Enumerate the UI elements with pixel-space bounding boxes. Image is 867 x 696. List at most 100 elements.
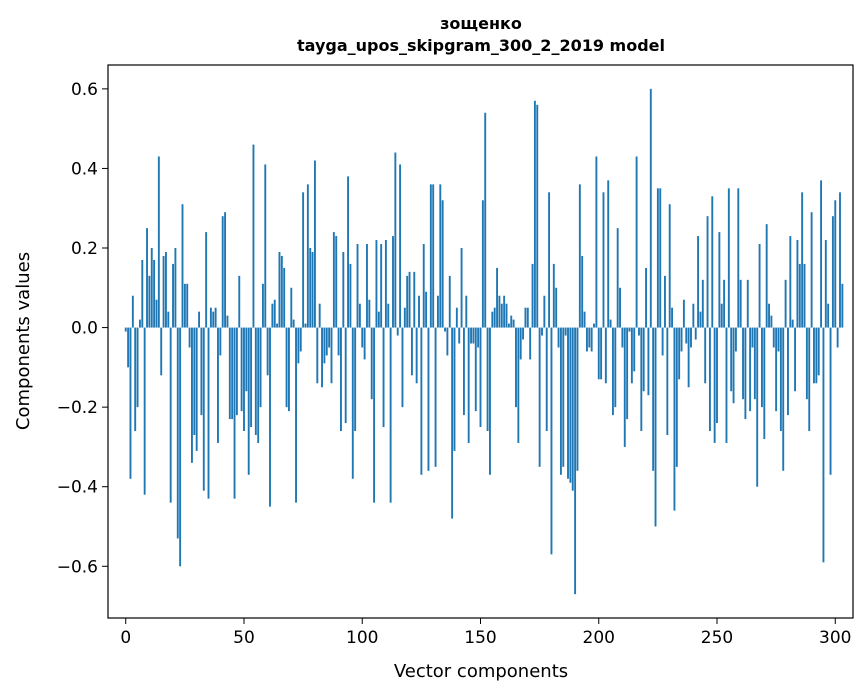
bar — [824, 240, 827, 328]
bar — [718, 232, 721, 328]
bar — [834, 200, 837, 328]
bar — [612, 327, 614, 416]
x-tick-label: 300 — [819, 628, 851, 648]
bar — [278, 251, 281, 328]
bar — [500, 303, 503, 328]
bar — [193, 327, 196, 435]
bar — [160, 327, 163, 376]
bar — [238, 275, 241, 328]
bar — [685, 327, 688, 344]
bar — [827, 303, 830, 328]
bar — [302, 192, 305, 328]
bar — [273, 299, 276, 328]
bar — [195, 327, 198, 451]
bar — [304, 323, 307, 328]
bar — [167, 311, 170, 328]
bar — [640, 327, 643, 432]
bar — [737, 188, 740, 328]
bar — [552, 263, 555, 328]
x-axis-label: Vector components — [394, 661, 568, 682]
y-tick-label: −0.6 — [57, 557, 98, 577]
bar — [555, 287, 558, 328]
bar — [174, 248, 177, 328]
bar — [725, 327, 728, 443]
bar — [559, 327, 562, 475]
bar — [619, 287, 621, 328]
bar — [276, 323, 279, 328]
chart-subtitle: tayga_upos_skipgram_300_2_2019 model — [297, 36, 665, 55]
bar — [489, 327, 491, 475]
bar — [630, 327, 633, 384]
bar — [209, 307, 212, 328]
bar — [529, 327, 532, 360]
bar — [217, 327, 219, 443]
bar — [245, 327, 248, 392]
bar — [732, 327, 735, 404]
bar — [129, 327, 132, 479]
bar — [768, 303, 770, 328]
bar — [451, 327, 454, 519]
y-axis-label: Components values — [13, 252, 34, 430]
bar — [576, 327, 579, 471]
bar — [706, 216, 709, 328]
bar — [413, 271, 416, 328]
bar — [373, 327, 376, 503]
bar — [455, 307, 458, 328]
bar — [753, 327, 756, 400]
bar — [235, 327, 238, 416]
bar — [545, 327, 548, 432]
bar — [701, 279, 704, 328]
bar — [271, 303, 274, 328]
bar — [585, 327, 588, 352]
bar — [131, 295, 134, 328]
bar — [214, 307, 217, 328]
bar — [439, 184, 442, 328]
bar — [233, 327, 236, 499]
bar — [633, 327, 636, 372]
bar — [484, 112, 487, 328]
bar — [671, 307, 674, 328]
bar — [813, 327, 815, 384]
bar — [765, 224, 768, 328]
bar — [536, 104, 539, 328]
bar — [839, 192, 841, 328]
bar — [347, 176, 349, 328]
bar — [295, 327, 297, 503]
bar — [659, 188, 662, 328]
bar — [749, 327, 752, 412]
bar — [311, 251, 314, 328]
bar — [808, 327, 811, 432]
x-tick-label: 250 — [701, 628, 733, 648]
bar — [436, 295, 439, 328]
bar — [254, 327, 257, 435]
bar — [356, 244, 359, 328]
bar — [673, 327, 676, 511]
bar — [829, 327, 832, 475]
bar — [408, 271, 411, 328]
bar — [309, 248, 312, 328]
bar — [708, 327, 711, 432]
bar — [444, 327, 446, 332]
bar — [425, 291, 428, 328]
bar — [441, 200, 444, 328]
bar — [675, 327, 678, 467]
bar — [375, 240, 378, 328]
bar — [470, 327, 472, 344]
bar — [794, 327, 796, 392]
bar — [191, 327, 193, 463]
bar — [836, 327, 839, 348]
bar — [370, 327, 373, 400]
bar — [595, 156, 598, 328]
bar — [600, 327, 603, 380]
bar — [815, 327, 818, 384]
bar — [221, 216, 224, 328]
bar — [690, 327, 692, 348]
bar — [172, 263, 174, 328]
bar — [716, 327, 718, 424]
bar — [758, 244, 761, 328]
bar — [817, 327, 820, 376]
bar — [777, 327, 780, 352]
bar — [656, 188, 659, 328]
bar — [392, 236, 394, 328]
bar — [557, 327, 560, 348]
